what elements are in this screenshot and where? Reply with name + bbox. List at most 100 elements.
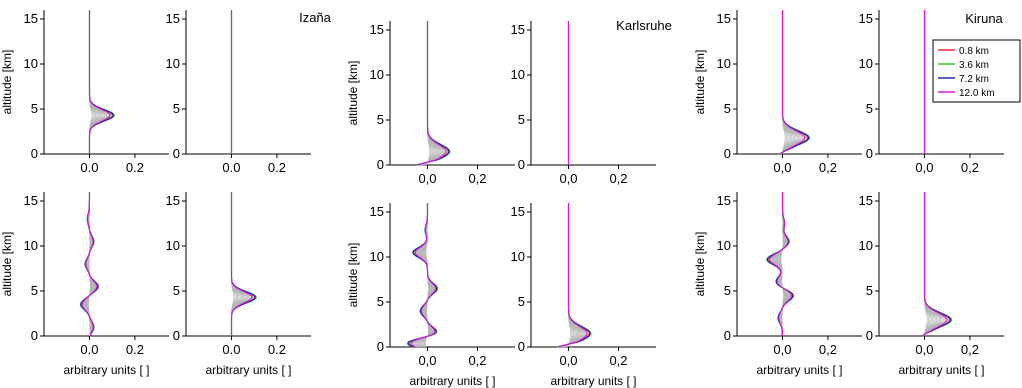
site-izaa: 0 5 10 15 0.0 0.2 altitude [km] 0 5 10 15 0.0 0.2 0 5 1…: [0, 10, 332, 377]
panel-kiruna-r0c1: 0 5 10 15 0,0 0,2: [859, 10, 1004, 175]
panel-kiruna-r0c0: 0 5 10 15 0,0 0,2 altitude [km]: [693, 10, 862, 175]
y-tick-label: 5: [866, 283, 873, 298]
x-tick-label: 0,0: [559, 353, 577, 368]
y-tick-label: 0: [724, 146, 731, 161]
y-axis-label: altitude [km]: [693, 232, 707, 297]
y-tick-label: 0: [377, 157, 384, 172]
y-tick-label: 10: [859, 238, 873, 253]
background-curve: [89, 10, 103, 154]
x-tick-label: 0,2: [468, 353, 486, 368]
panel-karlsruhe-r1c1: 0 5 10 15 0,0 0,2 arbitrary units [ ]: [511, 203, 656, 388]
y-tick-label: 5: [518, 112, 525, 127]
background-curve: [231, 192, 252, 336]
background-curve: [231, 192, 249, 336]
y-tick-label: 15: [717, 193, 731, 208]
x-tick-label: 0,0: [418, 171, 436, 186]
panel-karlsruhe-r1c0: 0 5 10 15 0,0 0,2 altitude [km] arbitrary units…: [346, 203, 515, 388]
x-tick-label: 0,0: [773, 160, 791, 175]
legend: 0.8 km 3.6 km 7.2 km 12.0 km: [932, 39, 1021, 103]
y-axis-label: altitude [km]: [0, 50, 14, 115]
y-tick-label: 0: [724, 328, 731, 343]
x-tick-label: 0,0: [559, 171, 577, 186]
background-curve: [231, 192, 242, 336]
y-tick-label: 0: [866, 328, 873, 343]
background-curve: [231, 192, 250, 336]
y-tick-label: 15: [511, 204, 525, 219]
y-tick-label: 15: [166, 193, 180, 208]
background-curve: [89, 10, 99, 154]
x-tick-label: 0,2: [609, 353, 627, 368]
y-tick-label: 0: [173, 328, 180, 343]
y-tick-label: 5: [866, 101, 873, 116]
background-curve: [89, 10, 112, 154]
y-tick-label: 10: [370, 67, 384, 82]
y-axis-label: altitude [km]: [693, 50, 707, 115]
y-tick-label: 15: [717, 11, 731, 26]
x-axis-label: arbitrary units [ ]: [550, 374, 636, 388]
background-curve: [89, 10, 102, 154]
y-tick-label: 10: [166, 56, 180, 71]
y-tick-label: 10: [24, 238, 38, 253]
y-tick-label: 5: [31, 283, 38, 298]
background-curve: [89, 10, 98, 154]
x-tick-label: 0.2: [126, 342, 144, 357]
panel-izaa-r0c0: 0 5 10 15 0.0 0.2 altitude [km]: [0, 10, 169, 175]
y-tick-label: 15: [24, 11, 38, 26]
x-tick-label: 0,0: [418, 353, 436, 368]
y-tick-label: 5: [173, 101, 180, 116]
background-curve: [231, 192, 239, 336]
background-curve: [89, 10, 105, 154]
x-tick-label: 0.0: [222, 160, 240, 175]
background-curve: [231, 192, 240, 336]
series-line-120km: [558, 203, 588, 348]
series-line-72km: [88, 10, 115, 154]
site-label-izaa: Izaña: [299, 10, 332, 25]
y-tick-label: 15: [370, 204, 384, 219]
y-tick-label: 5: [724, 101, 731, 116]
panel-izaa-r1c1: 0 5 10 15 0.0 0.2 arbitrary units [ ]: [166, 192, 311, 377]
x-tick-label: 0.2: [268, 342, 286, 357]
y-tick-label: 0: [518, 157, 525, 172]
series-line-72km: [230, 192, 257, 336]
background-curve: [89, 10, 107, 154]
y-tick-label: 5: [31, 101, 38, 116]
series-line-36km: [88, 10, 116, 154]
y-tick-label: 10: [717, 238, 731, 253]
y-tick-label: 15: [511, 22, 525, 37]
background-curve: [231, 192, 251, 336]
series-line-08km: [230, 192, 256, 336]
panel-karlsruhe-r0c1: 0 5 10 15 0,0 0,2: [511, 21, 656, 186]
panel-karlsruhe-r0c0: 0 5 10 15 0,0 0,2 altitude [km]: [346, 21, 515, 186]
y-tick-label: 0: [31, 146, 38, 161]
y-tick-label: 0: [518, 339, 525, 354]
y-tick-label: 5: [518, 294, 525, 309]
series-line-36km: [230, 192, 258, 336]
background-curve: [231, 192, 254, 336]
y-tick-label: 0: [31, 328, 38, 343]
y-axis-label: altitude [km]: [346, 243, 360, 308]
x-tick-label: 0,0: [915, 342, 933, 357]
background-curve: [89, 10, 110, 154]
y-tick-label: 5: [724, 283, 731, 298]
y-axis-label: altitude [km]: [0, 232, 14, 297]
background-curve: [89, 10, 109, 154]
background-curve: [231, 192, 244, 336]
series-line-120km: [88, 10, 111, 154]
y-tick-label: 10: [859, 56, 873, 71]
series-line-08km: [408, 203, 438, 348]
site-kiruna: 0 5 10 15 0,0 0,2 altitude [km] 0 5 10 15 0,0 0,2 0 5 1…: [693, 10, 1004, 377]
background-curve: [231, 192, 246, 336]
series-line-72km: [407, 203, 438, 348]
y-tick-label: 10: [717, 56, 731, 71]
x-axis-label: arbitrary units [ ]: [409, 374, 495, 388]
legend-label: 3.6 km: [959, 60, 989, 71]
series-line-08km: [88, 10, 114, 154]
y-tick-label: 15: [166, 11, 180, 26]
y-tick-label: 5: [173, 283, 180, 298]
series-line-120km: [410, 203, 437, 348]
x-tick-label: 0.2: [126, 160, 144, 175]
x-axis-label: arbitrary units [ ]: [205, 363, 291, 377]
x-tick-label: 0,0: [915, 160, 933, 175]
x-tick-label: 0,0: [773, 342, 791, 357]
